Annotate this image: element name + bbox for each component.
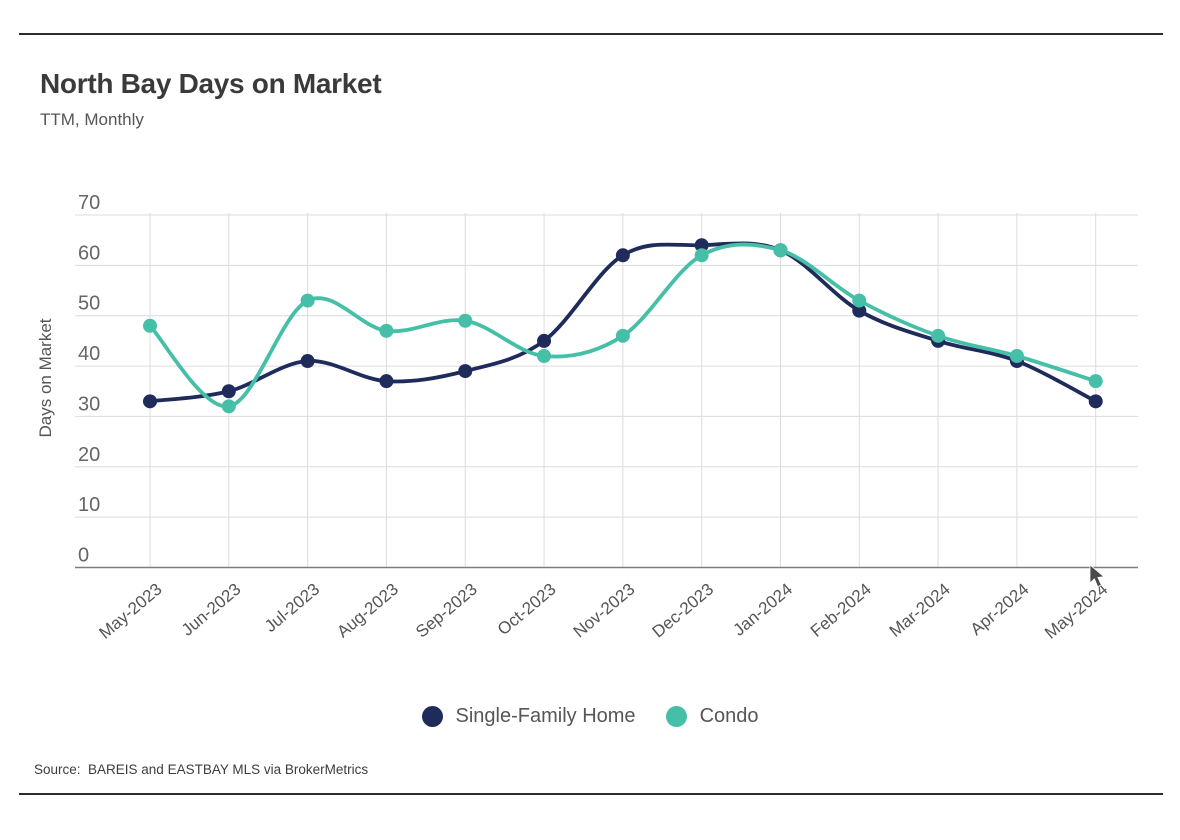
y-tick-label: 30 bbox=[78, 393, 100, 415]
condo-data-point bbox=[852, 293, 867, 308]
condo-data-point bbox=[694, 248, 709, 263]
top-divider bbox=[19, 33, 1163, 35]
condo-data-point bbox=[537, 349, 552, 363]
condo-data-point bbox=[221, 399, 236, 414]
y-tick-label: 70 bbox=[78, 192, 100, 214]
x-tick-label: Sep-2023 bbox=[412, 580, 481, 642]
condo-data-point bbox=[379, 323, 394, 338]
single-family-legend-label: Single-Family Home bbox=[455, 704, 636, 727]
x-tick-label: Aug-2023 bbox=[333, 580, 402, 642]
single-family-home-data-point bbox=[694, 238, 709, 253]
single-family-home-data-point bbox=[300, 354, 315, 369]
single-family-home-data-point bbox=[143, 394, 157, 409]
single-family-home-data-point bbox=[379, 374, 394, 389]
x-tick-label: May-2023 bbox=[95, 580, 165, 643]
condo-data-point bbox=[458, 313, 473, 328]
condo-data-point bbox=[300, 293, 315, 308]
x-tick-label: Jan-2024 bbox=[730, 580, 797, 640]
x-tick-label: Dec-2023 bbox=[649, 580, 718, 642]
y-tick-label: 40 bbox=[78, 343, 100, 365]
y-tick-label: 20 bbox=[78, 444, 100, 466]
condo-data-point bbox=[1088, 374, 1103, 389]
single-family-legend-dot bbox=[421, 705, 443, 727]
condo-data-point bbox=[773, 243, 788, 258]
x-tick-label: Jun-2023 bbox=[178, 580, 245, 640]
chart-legend: Single-Family Home Condo bbox=[0, 700, 1180, 732]
y-tick-label: 60 bbox=[78, 242, 100, 264]
x-tick-label: Oct-2023 bbox=[494, 580, 560, 640]
condo-data-point bbox=[615, 328, 630, 343]
single-family-home-data-point bbox=[615, 248, 630, 263]
condo-data-point bbox=[931, 328, 946, 343]
x-tick-label: Feb-2024 bbox=[807, 580, 875, 641]
legend-item-single-family-home: Single-Family Home bbox=[421, 704, 636, 728]
single-family-home-data-point bbox=[537, 333, 552, 348]
mouse-cursor bbox=[1089, 564, 1105, 588]
source-attribution: Source: BAREIS and EASTBAY MLS via Broke… bbox=[34, 762, 369, 777]
single-family-home-data-point bbox=[852, 303, 867, 318]
single-family-home-data-point bbox=[458, 364, 473, 379]
x-tick-label: Nov-2023 bbox=[570, 580, 639, 642]
condo-legend-label: Condo bbox=[699, 704, 759, 727]
chart-title: North Bay Days on Market bbox=[40, 68, 382, 99]
x-tick-label: Mar-2024 bbox=[886, 580, 954, 641]
single-family-home-data-point bbox=[1088, 394, 1103, 409]
condo-data-point bbox=[1009, 349, 1024, 363]
chart-subtitle: TTM, Monthly bbox=[40, 110, 144, 129]
y-tick-label: 10 bbox=[78, 494, 100, 516]
legend-item-condo: Condo bbox=[665, 704, 759, 728]
x-tick-label: Apr-2024 bbox=[967, 580, 1033, 640]
bottom-divider bbox=[19, 793, 1163, 795]
y-axis-title: Days on Market bbox=[36, 318, 55, 437]
single-family-home-data-point bbox=[221, 384, 236, 399]
condo-data-point bbox=[143, 318, 157, 333]
x-tick-label: May-2024 bbox=[1041, 580, 1111, 643]
x-tick-label: Jul-2023 bbox=[261, 580, 323, 636]
condo-legend-dot bbox=[665, 705, 687, 727]
y-tick-label: 0 bbox=[78, 545, 89, 567]
y-tick-label: 50 bbox=[78, 293, 100, 315]
